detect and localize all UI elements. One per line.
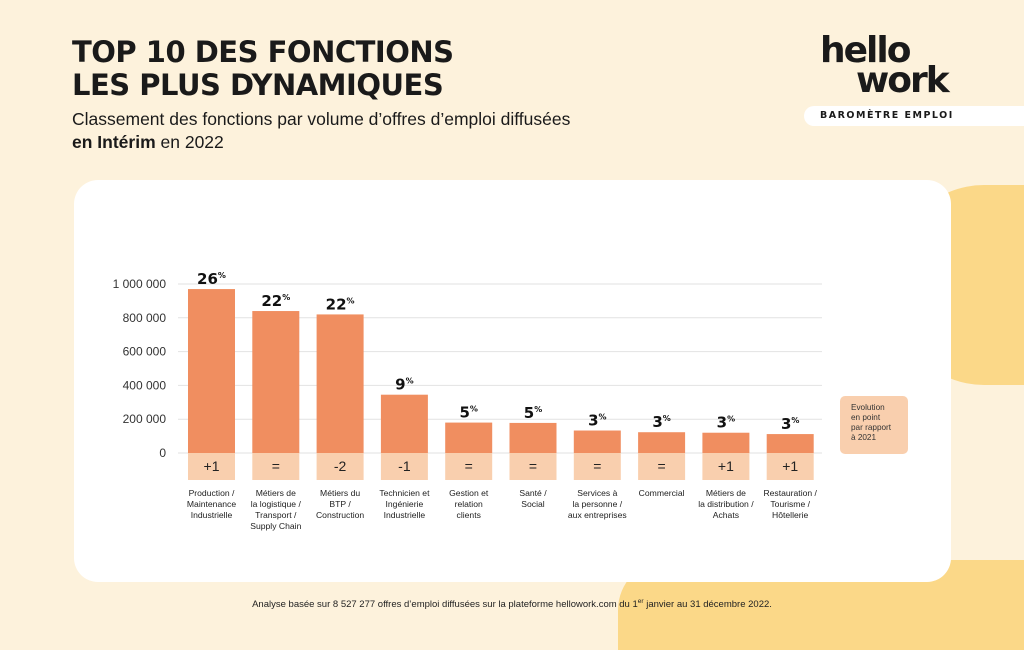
data-label: 3%: [588, 412, 606, 430]
bar: [638, 432, 686, 453]
x-tick-label: BTP /: [329, 499, 351, 509]
x-tick-label: aux entreprises: [568, 510, 627, 520]
evolution-label: =: [529, 458, 537, 474]
evolution-label: +1: [782, 458, 798, 474]
x-tick-label: clients: [457, 510, 481, 520]
evolution-label: +1: [204, 458, 220, 474]
y-tick-label: 800 000: [123, 311, 167, 325]
footnote-after: janvier au 31 décembre 2022.: [643, 599, 772, 611]
data-label: 5%: [524, 404, 542, 422]
x-tick-label: relation: [455, 499, 483, 509]
x-tick-label: Métiers de: [256, 488, 296, 498]
x-tick-label: Achats: [713, 510, 739, 520]
bar: [702, 432, 750, 453]
footnote: Analyse basée sur 8 527 277 offres d’emp…: [0, 598, 1024, 610]
x-tick-label: Ingénierie: [386, 499, 424, 509]
subtitle-line-2: en Intérim en 2022: [72, 131, 570, 154]
evolution-label: -2: [334, 458, 347, 474]
evolution-cell: [252, 453, 300, 480]
y-tick-label: 0: [159, 446, 166, 460]
x-tick-label: Santé /: [519, 488, 547, 498]
x-tick-label: Technicien et: [379, 488, 430, 498]
evolution-cell: [702, 453, 750, 480]
x-tick-label: la logistique /: [251, 499, 302, 509]
evolution-label: +1: [718, 458, 734, 474]
page-subtitle: Classement des fonctions par volume d’of…: [72, 108, 570, 154]
data-label: 9%: [395, 376, 413, 394]
evolution-label: =: [465, 458, 473, 474]
legend-line-1: Evolution: [851, 403, 885, 412]
bar: [252, 311, 300, 453]
x-tick-label: Gestion et: [449, 488, 489, 498]
hellowork-logo: hello work: [820, 33, 950, 101]
evolution-label: =: [593, 458, 601, 474]
x-tick-label: la distribution /: [698, 499, 754, 509]
x-tick-label: Restauration /: [763, 488, 817, 498]
x-tick-label: Hôtellerie: [772, 510, 809, 520]
x-tick-label: la personne /: [572, 499, 622, 509]
footnote-sup: er: [637, 598, 644, 605]
evolution-cell: [766, 453, 814, 480]
y-tick-label: 600 000: [123, 345, 167, 359]
bar: [188, 289, 235, 453]
data-label: 22%: [326, 295, 355, 313]
data-label: 26%: [197, 270, 226, 288]
x-tick-label: Social: [521, 499, 544, 509]
evolution-cell: [380, 453, 428, 480]
data-label: 22%: [261, 292, 290, 310]
bar: [380, 394, 428, 453]
legend-line-2: en point: [851, 413, 881, 422]
x-tick-label: Métiers de: [706, 488, 746, 498]
evolution-legend: Evolution en point par rapport à 2021: [840, 396, 908, 454]
y-tick-label: 1 000 000: [113, 277, 167, 291]
legend-line-4: à 2021: [851, 433, 877, 442]
subtitle-rest: en 2022: [155, 132, 224, 152]
bar: [316, 314, 364, 453]
bar: [445, 422, 493, 453]
subtitle-line-1: Classement des fonctions par volume d’of…: [72, 109, 571, 129]
evolution-cell: [638, 453, 686, 480]
evolution-label: -1: [398, 458, 411, 474]
logo-line-2: work: [856, 60, 950, 101]
data-label: 3%: [781, 415, 799, 433]
evolution-cell: [188, 453, 235, 480]
x-tick-label: Production /: [189, 488, 235, 498]
x-tick-label: Industrielle: [384, 510, 426, 520]
bar: [509, 422, 557, 453]
x-tick-label: Industrielle: [191, 510, 233, 520]
data-label: 3%: [652, 413, 670, 431]
x-tick-label: Services à: [577, 488, 617, 498]
legend-line-3: par rapport: [851, 423, 892, 432]
x-tick-label: Maintenance: [187, 499, 236, 509]
evolution-cell: [316, 453, 364, 480]
logo-badge: BAROMÈTRE EMPLOI: [804, 106, 1024, 126]
x-tick-label: Métiers du: [320, 488, 360, 498]
y-tick-label: 200 000: [123, 412, 167, 426]
footnote-before: Analyse basée sur 8 527 277 offres d’emp…: [252, 599, 638, 611]
x-tick-label: Supply Chain: [250, 521, 301, 531]
bar-chart: 0 200 000 400 000 600 000 800 000 1 000 000 +1…: [113, 270, 822, 531]
evolution-label: =: [658, 458, 666, 474]
x-tick-label: Construction: [316, 510, 364, 520]
logo-line-1: hello: [820, 30, 911, 71]
evolution-label: =: [272, 458, 280, 474]
evolution-cell: [573, 453, 621, 480]
x-tick-label: Transport /: [255, 510, 297, 520]
evolution-cell: [509, 453, 557, 480]
subtitle-bold: en Intérim: [72, 132, 156, 152]
x-tick-label: Commercial: [639, 488, 685, 498]
title-line-1: TOP 10 DES FONCTIONS: [72, 35, 454, 69]
x-tick-label: Tourisme /: [770, 499, 810, 509]
evolution-cell: [445, 453, 493, 480]
data-label: 3%: [717, 414, 735, 432]
page-title: TOP 10 DES FONCTIONS LES PLUS DYNAMIQUES: [72, 36, 454, 102]
data-label: 5%: [459, 404, 477, 422]
y-tick-label: 400 000: [123, 378, 167, 392]
bar: [573, 430, 621, 453]
bar: [766, 434, 814, 453]
title-line-2: LES PLUS DYNAMIQUES: [72, 68, 444, 102]
